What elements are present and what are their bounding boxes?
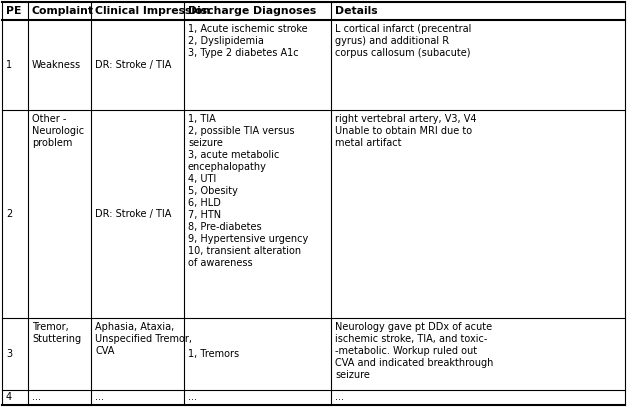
Text: 4: 4: [6, 392, 12, 403]
Text: Tremor,
Stuttering: Tremor, Stuttering: [32, 322, 81, 344]
Text: Details: Details: [335, 6, 378, 16]
Text: 1: 1: [6, 60, 12, 70]
Text: Weakness: Weakness: [32, 60, 81, 70]
Text: Other -
Neurologic
problem: Other - Neurologic problem: [32, 114, 84, 148]
Text: Aphasia, Ataxia,
Unspecified Tremor,
CVA: Aphasia, Ataxia, Unspecified Tremor, CVA: [95, 322, 192, 356]
Text: 1, Tremors: 1, Tremors: [188, 349, 239, 359]
Text: Discharge Diagnoses: Discharge Diagnoses: [188, 6, 316, 16]
Text: ...: ...: [335, 392, 344, 403]
Text: ...: ...: [188, 392, 197, 403]
Text: right vertebral artery, V3, V4
Unable to obtain MRI due to
metal artifact: right vertebral artery, V3, V4 Unable to…: [335, 114, 477, 148]
Text: 1, Acute ischemic stroke
2, Dyslipidemia
3, Type 2 diabetes A1c: 1, Acute ischemic stroke 2, Dyslipidemia…: [188, 24, 308, 58]
Text: Clinical Impression: Clinical Impression: [95, 6, 211, 16]
Text: ...: ...: [95, 392, 104, 403]
Text: 3: 3: [6, 349, 12, 359]
Text: ...: ...: [32, 392, 41, 403]
Text: 2: 2: [6, 209, 12, 219]
Text: DR: Stroke / TIA: DR: Stroke / TIA: [95, 60, 172, 70]
Text: Neurology gave pt DDx of acute
ischemic stroke, TIA, and toxic-
-metabolic. Work: Neurology gave pt DDx of acute ischemic …: [335, 322, 493, 380]
Text: DR: Stroke / TIA: DR: Stroke / TIA: [95, 209, 172, 219]
Text: Complaint: Complaint: [32, 6, 94, 16]
Text: PE: PE: [6, 6, 21, 16]
Text: L cortical infarct (precentral
gyrus) and additional R
corpus callosum (subacute: L cortical infarct (precentral gyrus) an…: [335, 24, 472, 58]
Text: 1, TIA
2, possible TIA versus
seizure
3, acute metabolic
encephalopathy
4, UTI
5: 1, TIA 2, possible TIA versus seizure 3,…: [188, 114, 308, 268]
